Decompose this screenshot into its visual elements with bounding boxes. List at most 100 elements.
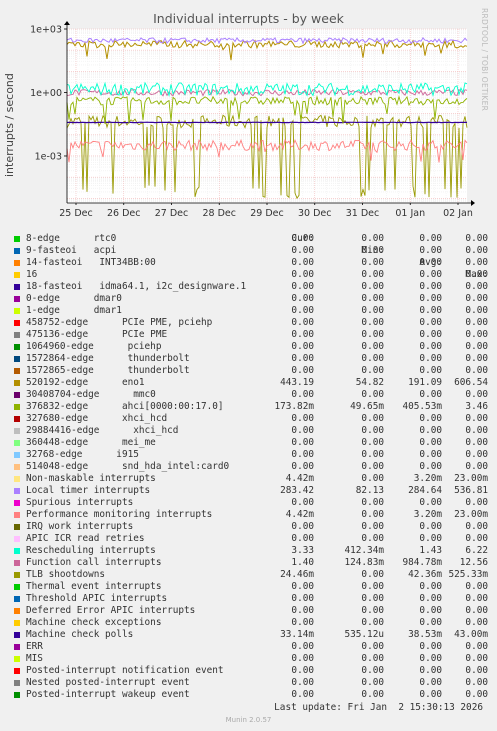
legend-name: 376832-edge ahci[0000:00:17.0] [26, 401, 224, 412]
legend-cur: 4.42m [285, 509, 314, 520]
legend-cur: 33.14m [280, 629, 314, 640]
legend-max: 0.00 [465, 233, 488, 244]
legend-max: 6.22 [465, 545, 488, 556]
legend-swatch [14, 512, 20, 518]
legend-cur: 0.00 [291, 257, 314, 268]
legend-avg: 38.53m [408, 629, 442, 640]
legend-row: 18-fasteoi idma64.1, i2c_designware.1 0.0… [12, 281, 488, 293]
legend-avg: 3.20m [413, 473, 442, 484]
legend-cur: 173.82m [274, 401, 314, 412]
series-line-local-timer [66, 36, 468, 45]
legend-min: 0.00 [361, 257, 384, 268]
legend-row: 1-edge dmar1 0.00 0.00 0.00 0.00 [12, 305, 488, 317]
series-line-perf [66, 138, 468, 163]
legend-avg: 984.78m [402, 557, 442, 568]
legend-name: Threshold APIC interrupts [26, 593, 168, 604]
legend-cur: 0.00 [291, 341, 314, 352]
legend-cur: 0.00 [291, 353, 314, 364]
legend-row: 360448-edge mei_me 0.00 0.00 0.00 0.00 [12, 437, 488, 449]
legend-max: 0.00 [465, 689, 488, 700]
legend-avg: 0.00 [419, 461, 442, 472]
x-tick-label: 27 Dec [155, 208, 189, 219]
legend-max: 0.00 [465, 497, 488, 508]
legend-name: 30408704-edge mmc0 [26, 389, 156, 400]
series-line-ahci [66, 94, 468, 125]
rrdtool-watermark: RRDTOOL / TOBI OETIKER [480, 8, 489, 112]
legend-min: 0.00 [361, 389, 384, 400]
legend-min: 0.00 [361, 641, 384, 652]
legend-swatch [14, 332, 20, 338]
legend-cur: 283.42 [280, 485, 314, 496]
legend-avg: 0.00 [419, 425, 442, 436]
legend-max: 0.00 [465, 533, 488, 544]
legend-row: IRQ work interrupts 0.00 0.00 0.00 0.00 [12, 521, 488, 533]
legend-cur: 0.00 [291, 653, 314, 664]
legend-swatch [14, 260, 20, 266]
x-tick-label: 30 Dec [298, 208, 332, 219]
x-tick-label: 02 Jan [443, 208, 473, 219]
legend-swatch [14, 272, 20, 278]
legend-max: 525.33m [448, 569, 488, 580]
legend-name: 0-edge dmar0 [26, 293, 122, 304]
legend-name: 14-fasteoi INT34BB:00 [26, 257, 156, 268]
legend-max: 0.00 [465, 341, 488, 352]
legend-min: 124.83m [344, 557, 384, 568]
legend-swatch [14, 236, 20, 242]
legend-max: 0.00 [465, 293, 488, 304]
legend-max: 0.00 [465, 653, 488, 664]
legend-swatch [14, 620, 20, 626]
legend-min: 0.00 [361, 689, 384, 700]
legend-name: APIC ICR read retries [26, 533, 145, 544]
legend-avg: 0.00 [419, 293, 442, 304]
legend-min: 0.00 [361, 677, 384, 688]
legend-row: Nested posted-interrupt event 0.00 0.00 0.0… [12, 677, 488, 689]
legend-name: Non-maskable interrupts [26, 473, 156, 484]
legend-cur: 0.00 [291, 677, 314, 688]
legend-min: 535.12u [344, 629, 384, 640]
legend-row: 1572865-edge thunderbolt 0.00 0.00 0.00 0.00 [12, 365, 488, 377]
legend-name: 475136-edge PCIe PME [26, 329, 168, 340]
legend-max: 0.00 [465, 317, 488, 328]
legend-swatch [14, 452, 20, 458]
legend-min: 0.00 [361, 521, 384, 532]
legend-max: 0.00 [465, 269, 488, 280]
legend-swatch [14, 464, 20, 470]
legend-row: Thermal event interrupts 0.00 0.00 0.00 0.00 [12, 581, 488, 593]
legend-swatch [14, 536, 20, 542]
legend-avg: 0.00 [419, 689, 442, 700]
legend-row: TLB shootdowns 24.46m 0.00 42.36m 525.33m [12, 569, 488, 581]
legend-swatch [14, 596, 20, 602]
legend-avg: 0.00 [419, 245, 442, 256]
legend-min: 0.00 [361, 605, 384, 616]
legend-swatch [14, 392, 20, 398]
legend-avg: 0.00 [419, 365, 442, 376]
chart-title: Individual interrupts - by week [153, 11, 344, 26]
legend-cur: 0.00 [291, 317, 314, 328]
legend-min: 0.00 [361, 581, 384, 592]
legend-cur: 0.00 [291, 245, 314, 256]
legend-max: 0.00 [465, 617, 488, 628]
legend-swatch [14, 572, 20, 578]
legend-min: 0.00 [361, 425, 384, 436]
legend-max: 0.00 [465, 677, 488, 688]
legend-cur: 1.40 [291, 557, 314, 568]
legend-name: ERR [26, 641, 43, 652]
legend-avg: 3.20m [413, 509, 442, 520]
legend-name: MIS [26, 653, 43, 664]
legend-avg: 0.00 [419, 341, 442, 352]
legend-swatch [14, 308, 20, 314]
legend-max: 0.00 [465, 521, 488, 532]
munin-version: Munin 2.0.57 [225, 716, 272, 724]
legend-name: Nested posted-interrupt event [26, 677, 190, 688]
legend-cur: 443.19 [280, 377, 314, 388]
legend-max: 0.00 [465, 461, 488, 472]
legend-cur: 0.00 [291, 665, 314, 676]
legend-cur: 0.00 [291, 449, 314, 460]
legend-cur: 0.00 [291, 293, 314, 304]
legend-min: 0.00 [361, 281, 384, 292]
legend-rows: 8-edge rtc0 0.00 0.00 0.00 0.00 9-fasteoi acp… [12, 233, 488, 701]
legend-row: 32768-edge i915 0.00 0.00 0.00 0.00 [12, 449, 488, 461]
legend-min: 0.00 [361, 233, 384, 244]
legend-max: 0.00 [465, 329, 488, 340]
legend-max: 0.00 [465, 641, 488, 652]
